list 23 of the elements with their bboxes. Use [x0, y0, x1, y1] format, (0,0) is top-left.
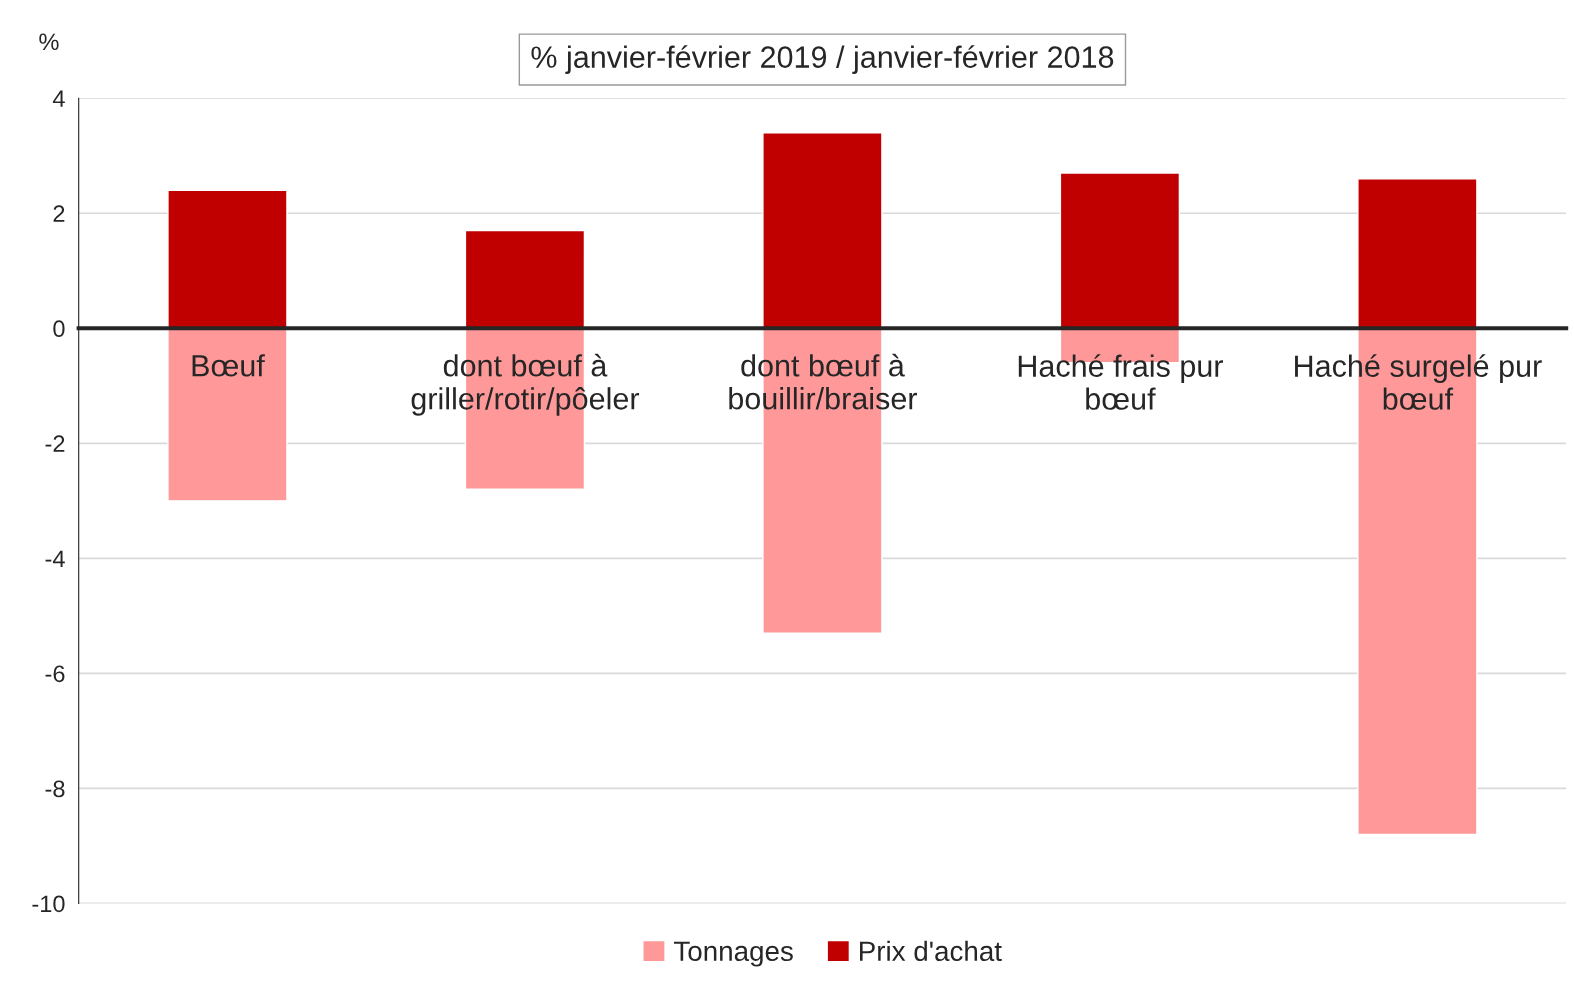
x-tick-label: Bœuf	[192, 354, 265, 377]
bar	[1357, 178, 1478, 329]
x-tick-label: Haché frais pur bœuf	[1018, 354, 1223, 410]
y-tick-label: -2	[45, 435, 65, 452]
y-axis-title: %	[39, 33, 59, 51]
y-tick-label: -4	[45, 550, 65, 567]
y-tick-label: -8	[45, 780, 65, 798]
bar	[1059, 172, 1181, 329]
y-tick-label: 4	[52, 90, 65, 107]
y-tick-label: 2	[53, 205, 65, 222]
y-tick-label: 0	[53, 320, 65, 338]
x-tick-label: Haché surgelé pur bœuf	[1295, 354, 1542, 410]
legend-label: Prix d'achat	[860, 940, 1002, 962]
x-tick-label: dont bœuf à bouillir/braiser	[729, 353, 918, 410]
bar	[167, 189, 288, 329]
bar	[464, 229, 586, 329]
x-tick-label: dont bœuf à griller/rotir/pôeler	[411, 353, 640, 416]
bar	[167, 327, 288, 502]
chart-title: % janvier-février 2019 / janvier-février 2018	[531, 45, 1114, 74]
bar	[762, 132, 883, 329]
legend-label: Tonnages	[674, 941, 793, 967]
y-tick-label: -6	[45, 665, 65, 683]
y-tick-label: -10	[32, 895, 65, 913]
